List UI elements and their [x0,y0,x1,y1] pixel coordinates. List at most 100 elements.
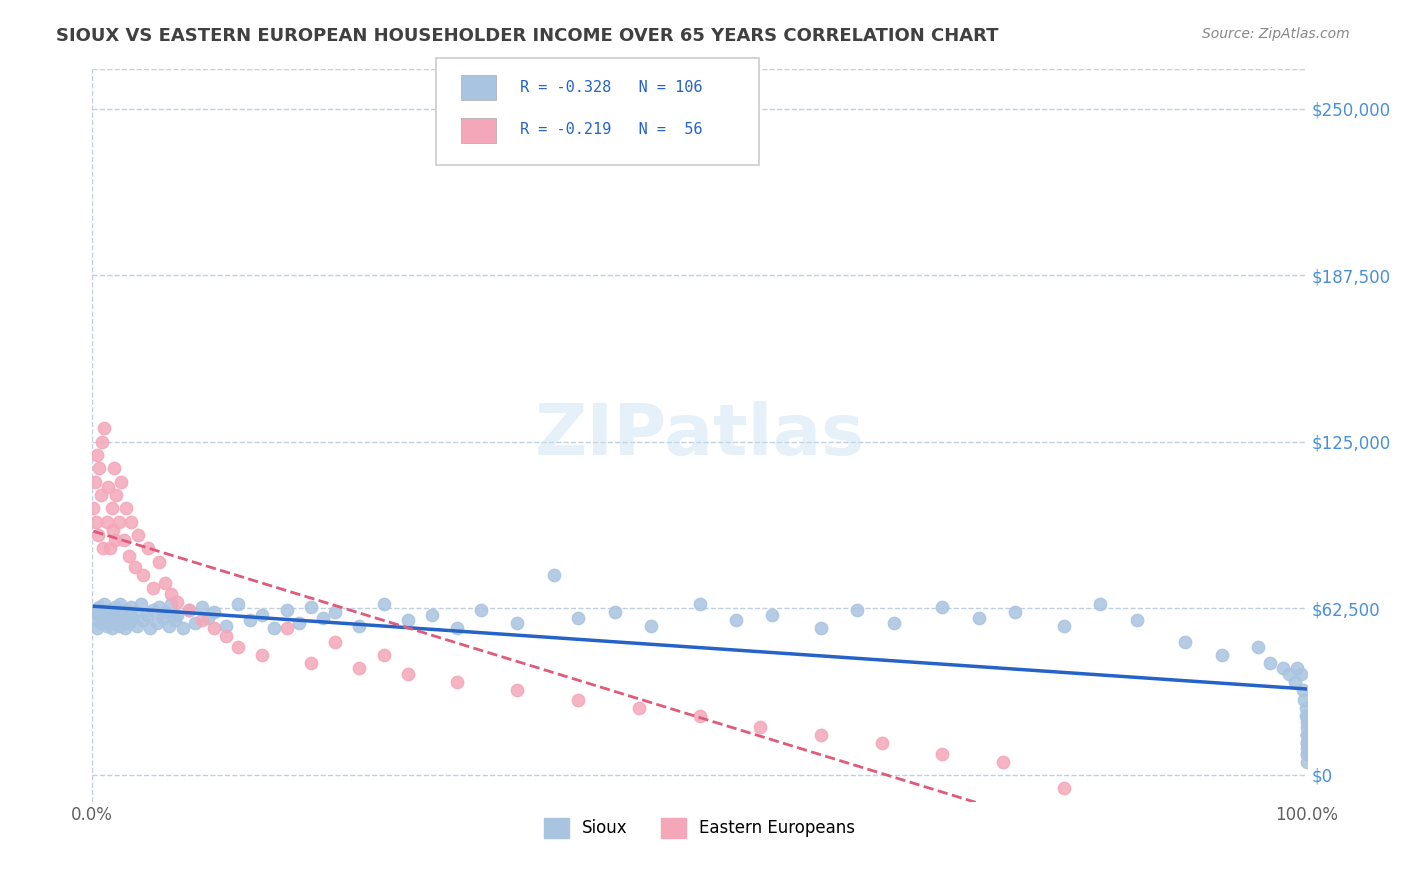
Point [323,605,346,619]
Point [1296,747,1319,761]
Point [117,615,139,630]
Point [1126,613,1149,627]
Point [152,610,174,624]
Point [1278,666,1301,681]
Point [1090,597,1112,611]
Point [1211,648,1233,662]
Point [312,610,335,624]
Point [121,610,143,624]
Point [90,434,112,449]
Point [1292,682,1315,697]
Point [107,605,129,619]
Point [724,613,747,627]
Point [215,629,238,643]
Point [396,666,419,681]
Point [1053,618,1076,632]
Point [127,528,149,542]
Point [117,549,139,564]
Point [1296,720,1319,734]
Point [86,448,108,462]
Text: R = -0.328   N = 106: R = -0.328 N = 106 [520,80,703,95]
Point [1296,755,1319,769]
Point [931,599,953,614]
Point [276,602,298,616]
Point [89,461,111,475]
Point [108,515,131,529]
Point [627,701,650,715]
Point [112,607,135,622]
Point [111,613,134,627]
Point [101,523,124,537]
Point [97,613,120,627]
Point [1284,674,1306,689]
Point [108,597,131,611]
Point [1295,709,1317,723]
Point [132,613,155,627]
Point [1296,728,1319,742]
Point [226,640,249,654]
Point [1295,701,1317,715]
Point [1004,605,1026,619]
Point [287,615,309,630]
Point [105,488,128,502]
Point [166,607,188,622]
Point [166,594,188,608]
Point [148,599,170,614]
Point [142,602,165,616]
Point [506,682,529,697]
Point [1260,656,1282,670]
Point [179,602,201,616]
Point [931,747,953,761]
Point [883,615,905,630]
Point [145,615,167,630]
Point [157,618,180,632]
Point [870,736,893,750]
Point [1247,640,1270,654]
Point [83,602,105,616]
Point [100,501,122,516]
Point [689,709,711,723]
Point [373,597,395,611]
Point [100,541,122,556]
Point [83,475,105,489]
Point [120,515,142,529]
Point [142,582,165,596]
Point [1053,781,1076,796]
Point [299,656,322,670]
Point [93,421,115,435]
Point [299,599,322,614]
Point [689,597,711,611]
Point [810,728,832,742]
Point [202,605,225,619]
Point [136,541,159,556]
Point [1289,666,1312,681]
Point [323,634,346,648]
Point [1174,634,1197,648]
Point [160,597,183,611]
Point [101,607,124,622]
Point [396,613,419,627]
Point [127,618,149,632]
Point [135,607,157,622]
Point [90,615,112,630]
Point [197,610,219,624]
Point [567,693,589,707]
Point [129,597,152,611]
Point [90,610,112,624]
Point [172,621,194,635]
Text: ZIPatlas: ZIPatlas [534,401,865,469]
Point [1296,714,1319,729]
Point [603,605,626,619]
Text: SIOUX VS EASTERN EUROPEAN HOUSEHOLDER INCOME OVER 65 YEARS CORRELATION CHART: SIOUX VS EASTERN EUROPEAN HOUSEHOLDER IN… [56,27,998,45]
Point [1296,728,1319,742]
Point [124,605,146,619]
Point [993,755,1015,769]
Point [89,599,111,614]
Point [1294,693,1316,707]
Point [139,621,162,635]
Point [252,648,274,662]
Point [1271,661,1294,675]
Point [749,720,772,734]
Point [97,480,120,494]
Point [87,528,110,542]
